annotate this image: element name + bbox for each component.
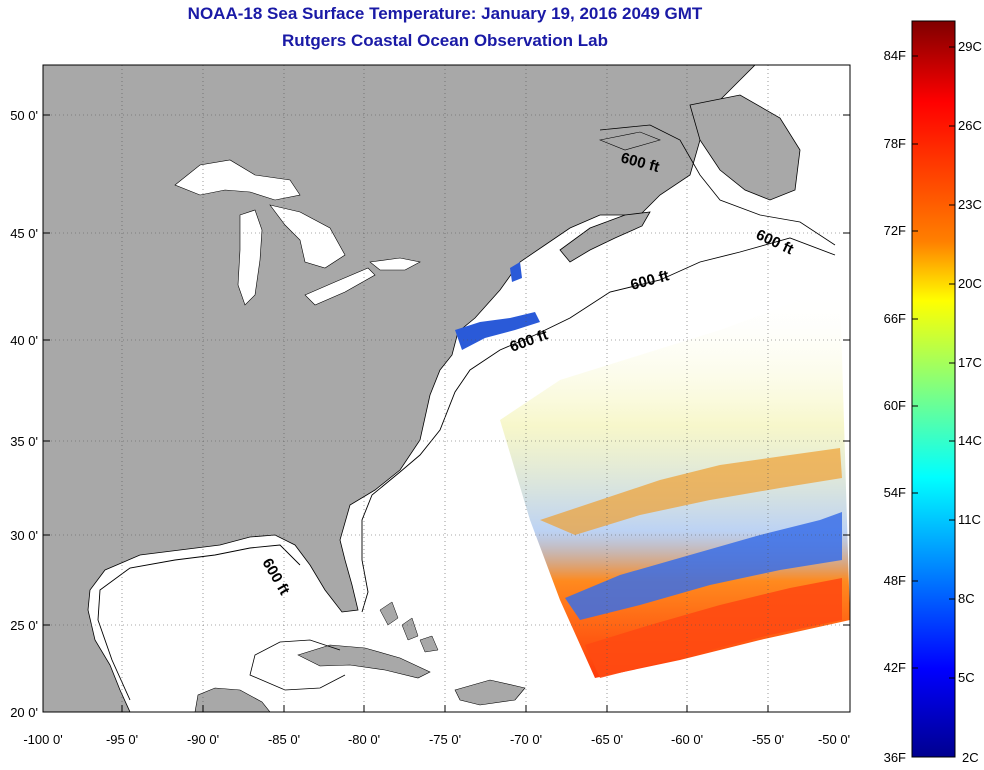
- lat-label-30: 30 0': [10, 528, 38, 543]
- lat-label-35: 35 0': [10, 434, 38, 449]
- colorbar-label-2c: 2C: [962, 750, 979, 765]
- lon-label-70: -70 0': [510, 732, 542, 747]
- sst-coastal-blue: [455, 312, 540, 350]
- lon-label-55: -55 0': [752, 732, 784, 747]
- lon-label-75: -75 0': [429, 732, 461, 747]
- map-subtitle: Rutgers Coastal Ocean Observation Lab: [282, 31, 608, 50]
- colorbar-label-72f: 72F: [884, 223, 906, 238]
- colorbar-label-78f: 78F: [884, 136, 906, 151]
- land-anticosti: [598, 131, 661, 151]
- lat-label-40: 40 0': [10, 333, 38, 348]
- lon-label-65: -65 0': [591, 732, 623, 747]
- colorbar-label-66f: 66F: [884, 311, 906, 326]
- colorbar-label-17c: 17C: [958, 355, 982, 370]
- lon-label-90: -90 0': [187, 732, 219, 747]
- lon-label-95: -95 0': [106, 732, 138, 747]
- lake-erie: [304, 267, 376, 306]
- colorbar-label-5c: 5C: [958, 670, 975, 685]
- longitude-axis: [121, 705, 769, 712]
- isobath-600ft-gulf: [97, 544, 301, 701]
- isobath-600ft-north: [599, 124, 836, 246]
- lake-superior: [174, 159, 301, 201]
- lat-label-20: 20 0': [10, 705, 38, 720]
- land-hispaniola: [454, 679, 526, 706]
- colorbar-label-84f: 84F: [884, 48, 906, 63]
- map-border: [42, 64, 851, 713]
- lake-michigan: [237, 209, 263, 306]
- lake-huron: [269, 204, 346, 269]
- colorbar-label-54f: 54F: [884, 485, 906, 500]
- sst-warm-band: [585, 578, 842, 678]
- lat-label-45: 45 0': [10, 226, 38, 241]
- lake-ontario: [369, 257, 421, 271]
- lat-label-25: 25 0': [10, 618, 38, 633]
- colorbar-label-48f: 48F: [884, 573, 906, 588]
- colorbar-label-14c: 14C: [958, 433, 982, 448]
- isobath-600ft: [361, 237, 836, 613]
- lon-label-80: -80 0': [348, 732, 380, 747]
- isobath-600ft-gulf-inner: [249, 639, 346, 691]
- colorbar-label-11c: 11C: [958, 512, 981, 527]
- colorbar-label-42f: 42F: [884, 660, 906, 675]
- colorbar-label-8c: 8C: [958, 591, 975, 606]
- land-bahamas: [379, 601, 439, 653]
- colorbar-label-29c: 29C: [958, 39, 982, 54]
- map-title: NOAA-18 Sea Surface Temperature: January…: [187, 4, 703, 23]
- sst-mid-band: [540, 448, 842, 535]
- land-maritimes: [559, 211, 651, 263]
- lat-label-50: 50 0': [10, 108, 38, 123]
- lon-label-85: -85 0': [268, 732, 300, 747]
- sst-cool-band: [565, 512, 842, 620]
- lon-label-50: -50 0': [818, 732, 850, 747]
- lon-label-100: -100 0': [23, 732, 62, 747]
- colorbar-label-36f: 36F: [884, 750, 906, 765]
- land-yucatan: [194, 687, 271, 712]
- lon-label-60: -60 0': [671, 732, 703, 747]
- sst-coastal-blue-2: [510, 262, 522, 282]
- colorbar-label-20c: 20C: [958, 276, 982, 291]
- colorbar-label-26c: 26C: [958, 118, 982, 133]
- land-newfoundland: [689, 94, 801, 201]
- colorbar: [911, 20, 956, 758]
- colorbar-ticks: [912, 46, 955, 679]
- graticule: [43, 65, 850, 712]
- colorbar-label-60f: 60F: [884, 398, 906, 413]
- colorbar-label-23c: 23C: [958, 197, 982, 212]
- latitude-axis: [43, 114, 850, 626]
